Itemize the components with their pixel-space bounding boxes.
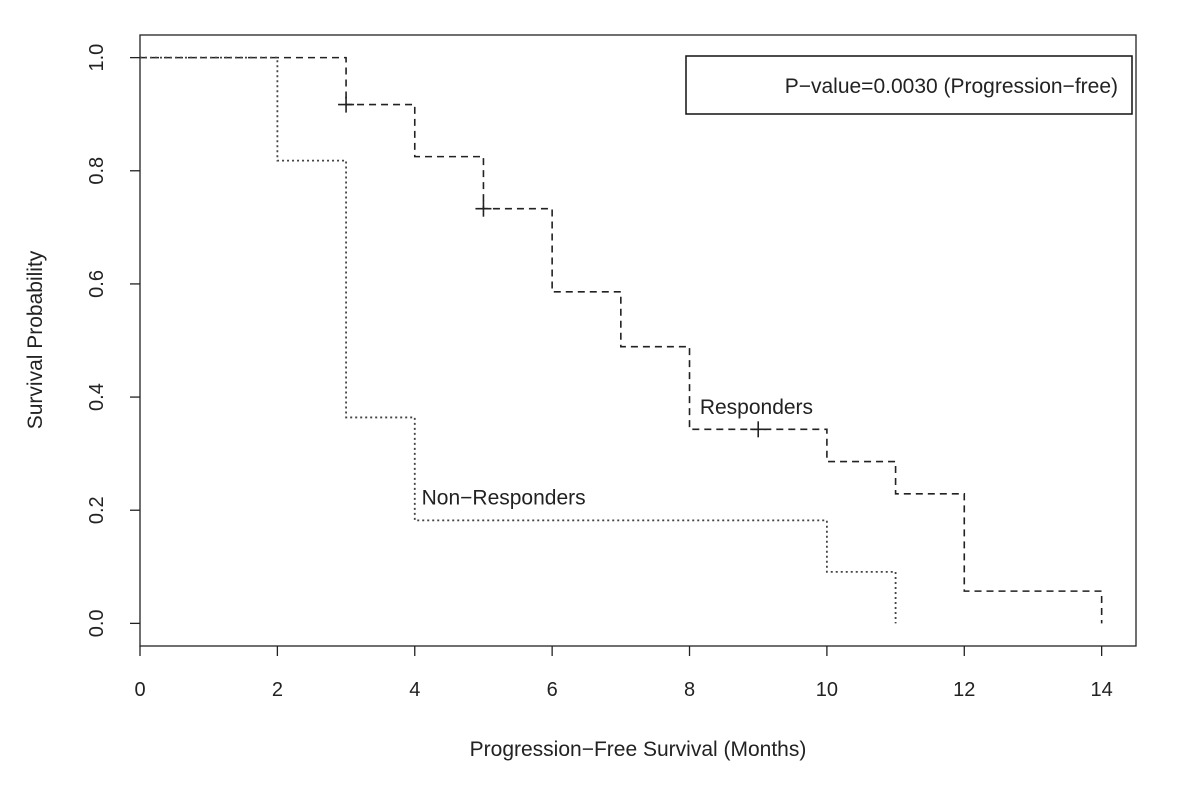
- x-tick-label: 14: [1091, 679, 1113, 701]
- y-axis-label: Survival Probability: [24, 250, 47, 429]
- axes: 0 2 4 6 8 10 12 14 0.0 0.2 0.4 0.6 0.8 1.0: [86, 34, 1137, 701]
- y-tick-label: 0.6: [86, 270, 108, 298]
- pvalue-box-frame: [685, 55, 1133, 115]
- y-tick-label: 0.8: [86, 157, 108, 185]
- x-tick-label: 2: [272, 679, 283, 701]
- series-label: Non−Responders: [422, 487, 586, 510]
- plot-frame: [139, 34, 1137, 647]
- y-tick-label: 0.4: [86, 383, 108, 411]
- series-line-responders: [140, 56, 1103, 624]
- y-tick-label: 0.0: [86, 609, 108, 637]
- y-tick-label: 0.2: [86, 496, 108, 524]
- series-label: Responders: [700, 396, 813, 419]
- x-tick-label: 8: [684, 679, 695, 701]
- series-layer: Responders Non−Responders: [140, 56, 1103, 624]
- series-line-non-responders: [140, 56, 897, 624]
- x-tick-label: 12: [953, 679, 975, 701]
- x-tick-label: 4: [409, 679, 420, 701]
- x-tick-label: 0: [134, 679, 145, 701]
- pvalue-box: P−value=0.0030 (Progression−free): [685, 55, 1133, 115]
- x-tick-label: 10: [816, 679, 838, 701]
- x-tick-label: 6: [547, 679, 558, 701]
- pvalue-text: P−value=0.0030 (Progression−free): [785, 75, 1118, 98]
- x-axis-label: Progression−Free Survival (Months): [470, 738, 807, 761]
- y-tick-label: 1.0: [86, 44, 108, 72]
